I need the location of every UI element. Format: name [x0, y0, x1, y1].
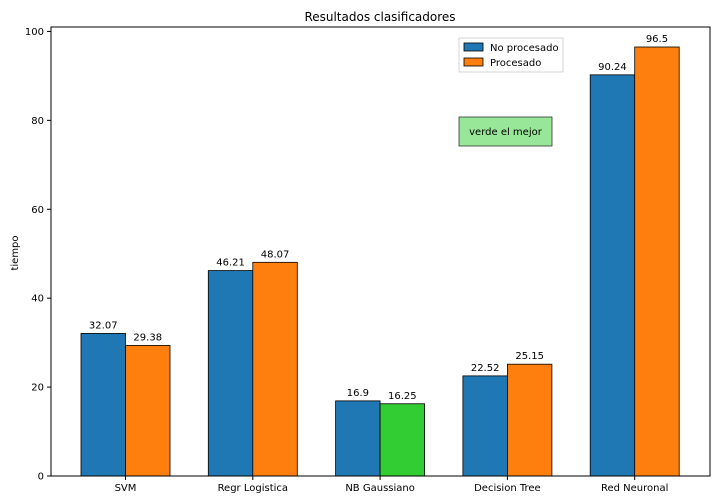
bar-1-1 — [253, 262, 297, 476]
y-tick-label-0: 0 — [38, 472, 44, 483]
bar-label-0-3: 22.52 — [471, 363, 500, 374]
bar-label-0-2: 16.9 — [347, 388, 369, 399]
x-tick-label-2: NB Gaussiano — [345, 483, 415, 494]
y-axis-label: tiempo — [10, 235, 21, 270]
y-tick-label-3: 60 — [31, 205, 44, 216]
bar-1-2 — [380, 404, 425, 476]
legend-label-1: Procesado — [490, 58, 541, 69]
bar-0-2 — [336, 401, 381, 476]
bar-label-0-1: 46.21 — [216, 258, 245, 269]
bar-1-4 — [635, 47, 680, 476]
bar-label-0-4: 90.24 — [598, 62, 627, 73]
x-tick-label-0: SVM — [115, 483, 137, 494]
y-axis: 0 20 40 60 80 100 — [25, 27, 51, 483]
bar-0-0 — [81, 333, 126, 476]
x-axis: SVM Regr Logistica NB Gaussiano Decision Tr… — [115, 476, 669, 494]
bar-label-0-0: 32.07 — [89, 320, 118, 331]
legend-label-0: No procesado — [490, 43, 559, 54]
y-tick-label-2: 40 — [31, 294, 44, 305]
x-tick-label-1: Regr Logistica — [218, 483, 288, 494]
bar-label-1-1: 48.07 — [261, 249, 290, 260]
bar-label-1-3: 25.15 — [515, 351, 544, 362]
y-tick-label-4: 80 — [31, 116, 44, 127]
bars — [81, 47, 679, 476]
x-tick-label-4: Red Neuronal — [601, 483, 668, 494]
chart-title: Resultados clasificadores — [304, 10, 455, 24]
bar-label-1-4: 96.5 — [646, 34, 668, 45]
bar-1-0 — [126, 345, 171, 476]
bar-0-1 — [208, 271, 253, 476]
bar-label-1-2: 16.25 — [388, 391, 417, 402]
y-tick-label-5: 100 — [25, 27, 44, 38]
bar-0-3 — [463, 376, 508, 476]
y-tick-label-1: 20 — [31, 383, 44, 394]
bar-1-3 — [507, 364, 552, 476]
annotation-text: verde el mejor — [469, 127, 543, 138]
annotation-box: verde el mejor — [459, 117, 552, 146]
bar-value-labels: 32.07 29.38 46.21 48.07 16.9 16.25 22.52 25.15 9… — [89, 34, 668, 402]
bar-0-4 — [590, 75, 635, 476]
legend-swatch-0 — [464, 43, 483, 51]
x-tick-label-3: Decision Tree — [474, 483, 541, 494]
legend-swatch-1 — [464, 58, 483, 66]
bar-label-1-0: 29.38 — [133, 332, 162, 343]
legend: No procesado Procesado — [459, 38, 563, 72]
